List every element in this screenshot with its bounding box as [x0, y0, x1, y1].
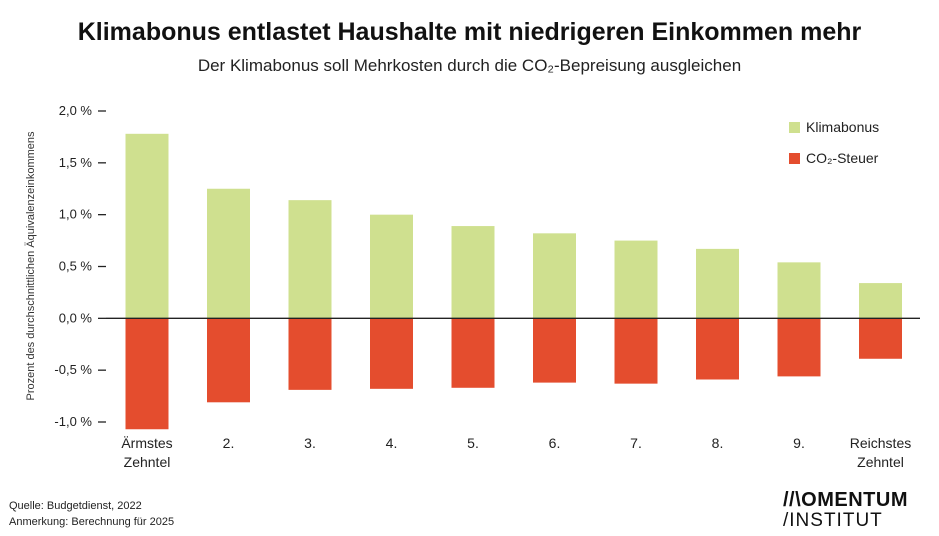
klimabonus-bar	[207, 188, 250, 319]
y-axis: 2,0 % 1,5 % 1,0 % 0,5 % 0,0 % -0,5 % -1,0 %	[54, 103, 106, 429]
klimabonus-bar	[696, 248, 739, 319]
x-category-label: Zehntel	[124, 454, 171, 470]
y-tick-label: -0,5 %	[54, 362, 92, 377]
y-tick-label: 1,0 %	[59, 207, 93, 222]
klimabonus-bar	[451, 226, 495, 319]
x-category-label: 9.	[793, 435, 805, 451]
klimabonus-bar	[288, 200, 332, 319]
co2-steuer-bar	[777, 318, 821, 377]
legend-swatch	[789, 122, 800, 133]
momentum-logo: //\OMENTUM /INSTITUT	[783, 490, 933, 532]
legend-label: Klimabonus	[806, 119, 879, 135]
co2-steuer-bar	[859, 318, 902, 359]
co2-steuer-bar	[696, 318, 739, 380]
x-category-label: 4.	[386, 435, 398, 451]
y-tick-label: -1,0 %	[54, 414, 92, 429]
x-category-label: 3.	[304, 435, 316, 451]
klimabonus-bar	[614, 240, 658, 319]
legend-label: CO₂-Steuer	[806, 150, 879, 166]
x-category-label: 5.	[467, 435, 479, 451]
bar-chart: 2,0 % 1,5 % 1,0 % 0,5 % 0,0 % -0,5 % -1,0 % Är…	[25, 103, 920, 470]
x-category-label: 7.	[630, 435, 642, 451]
source-note: Quelle: Budgetdienst, 2022	[9, 500, 142, 512]
legend-swatch	[789, 153, 800, 164]
klimabonus-bar	[370, 214, 413, 319]
x-category-label: 2.	[223, 435, 235, 451]
co2-steuer-bar	[207, 318, 250, 403]
x-category-label: Ärmstes	[121, 435, 172, 451]
klimabonus-bar	[859, 283, 902, 319]
co2-steuer-bar	[533, 318, 576, 383]
co2-steuer-bar	[125, 318, 169, 430]
co2-steuer-bar	[288, 318, 332, 390]
legend: Klimabonus CO₂-Steuer	[789, 119, 879, 166]
klimabonus-bar	[125, 133, 169, 319]
co2-steuer-bar	[451, 318, 495, 388]
y-axis-label: Prozent des durchschnittlichen Äquivalen…	[25, 131, 37, 401]
x-category-label: 6.	[549, 435, 561, 451]
chart-title: Klimabonus entlastet Haushalte mit niedr…	[77, 18, 862, 46]
calculation-note: Anmerkung: Berechnung für 2025	[9, 516, 175, 528]
y-tick-label: 2,0 %	[59, 103, 93, 118]
klimabonus-bar	[533, 233, 576, 319]
y-tick-label: 1,5 %	[59, 155, 93, 170]
logo-line-1: //\OMENTUM	[783, 489, 908, 511]
logo-line-2: /INSTITUT	[783, 510, 883, 531]
x-category-label: 8.	[712, 435, 724, 451]
klimabonus-bar	[777, 262, 821, 319]
x-category-label: Zehntel	[857, 454, 904, 470]
co2-steuer-bar	[614, 318, 658, 384]
y-tick-label: 0,5 %	[59, 259, 93, 274]
co2-steuer-bar	[370, 318, 413, 389]
y-tick-label: 0,0 %	[59, 310, 93, 325]
x-category-label: Reichstes	[850, 435, 911, 451]
bars	[106, 133, 920, 430]
chart-subtitle: Der Klimabonus soll Mehrkosten durch die…	[197, 56, 742, 75]
x-axis: Ärmstes Zehntel 2. 3. 4. 5. 6. 7. 8. 9. Reichstes Z…	[121, 435, 911, 470]
